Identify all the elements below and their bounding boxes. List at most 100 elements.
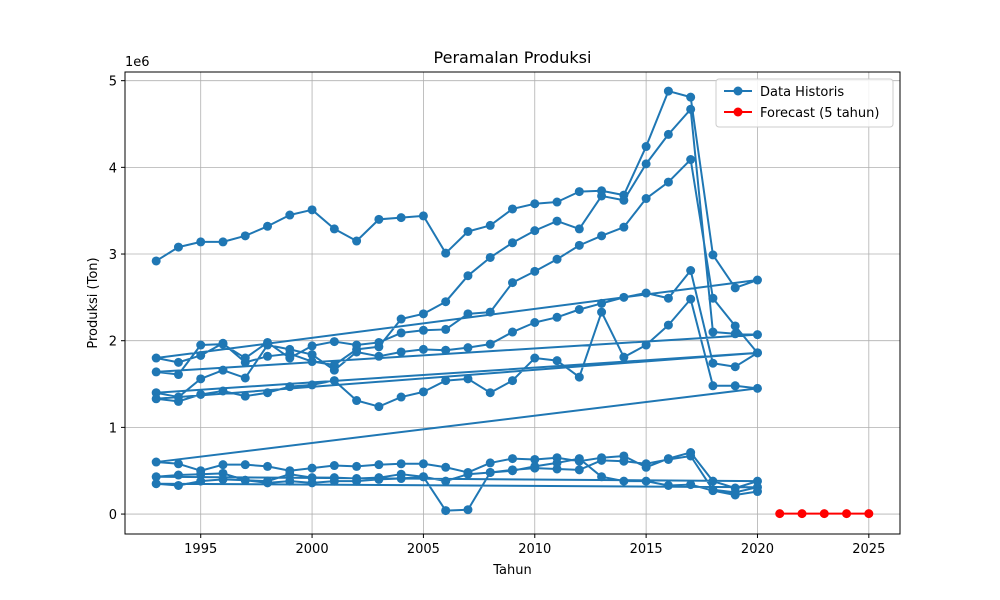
series-0-point — [597, 307, 607, 317]
axis-ticks: 1995 2000 2005 2010 2015 2020 2025 0 1 2 3 4 5 — [109, 75, 886, 557]
chart-title: Peramalan Produksi — [434, 48, 592, 67]
series-0-point — [418, 309, 428, 319]
series-0-point — [352, 396, 362, 406]
x-tick-label: 2005 — [407, 542, 440, 557]
series-0-point — [218, 460, 228, 470]
series-0-point — [441, 324, 451, 334]
series-0-point — [641, 288, 651, 298]
series-0-point — [352, 340, 362, 350]
series-0-point — [173, 459, 183, 469]
series-0-point — [597, 455, 607, 465]
series-0-point — [463, 469, 473, 479]
series-0-point — [396, 392, 406, 402]
series-0-point — [329, 224, 339, 234]
series-0-point — [218, 237, 228, 247]
series-0-point — [663, 293, 673, 303]
series-1-point — [819, 509, 829, 519]
series-0-point — [463, 309, 473, 319]
series-0-point — [530, 353, 540, 363]
series-0-point — [285, 344, 295, 354]
series-0-point — [752, 275, 762, 285]
series-0-point — [730, 490, 740, 500]
series-0-point — [552, 312, 562, 322]
series-0-point — [151, 479, 161, 489]
y-tick-label: 5 — [109, 75, 117, 90]
series-0-point — [574, 305, 584, 315]
series-0-point — [463, 271, 473, 281]
series-0-point — [196, 389, 206, 399]
series-0-point — [418, 459, 428, 469]
series-0-point — [396, 213, 406, 223]
series-0-point — [508, 278, 517, 288]
series-0-point — [752, 487, 762, 497]
series-0-point — [196, 350, 206, 360]
series-0-point — [218, 474, 228, 484]
legend-marker-historis — [733, 86, 743, 96]
series-0-point — [218, 339, 228, 349]
series-0-point — [530, 266, 540, 276]
series-0-point — [508, 376, 517, 386]
series-0-point — [485, 388, 495, 398]
series-0-point — [508, 466, 517, 476]
series-0-point — [441, 345, 451, 355]
series-0-point — [641, 194, 651, 204]
series-0-point — [708, 358, 718, 368]
series-0-point — [641, 476, 651, 486]
series-0-point — [752, 348, 762, 358]
series-0-point — [418, 325, 428, 335]
series-0-point — [263, 340, 273, 350]
series-0-point — [597, 191, 607, 201]
series-0-point — [396, 328, 406, 338]
y-scale-note: 1e6 — [125, 55, 150, 70]
series-0-point — [574, 240, 584, 250]
series-0-point — [441, 506, 451, 516]
series-0-point — [329, 461, 339, 471]
series-0-point — [151, 367, 161, 377]
x-tick-label: 2015 — [630, 542, 663, 557]
series-0-point — [708, 327, 718, 337]
series-0-point — [752, 383, 762, 393]
series-0-point — [352, 476, 362, 486]
series-0-point — [151, 394, 161, 404]
series-0-point — [463, 343, 473, 353]
series-0-point — [485, 339, 495, 349]
series-0-point — [641, 142, 651, 152]
series-0-point — [374, 474, 384, 484]
series-0-point — [619, 292, 629, 302]
legend-label-forecast: Forecast (5 tahun) — [760, 106, 879, 121]
y-tick-label: 0 — [109, 508, 117, 523]
series-0-point — [285, 469, 295, 479]
series-0-point — [686, 265, 696, 275]
series-0-point — [173, 242, 183, 252]
series-0-point — [641, 159, 651, 169]
series-0-point — [151, 353, 161, 363]
series-0-point — [441, 248, 451, 258]
series-0-point — [530, 226, 540, 236]
series-0-point — [708, 381, 718, 391]
series-0-point — [307, 463, 317, 473]
series-0-point — [352, 347, 362, 357]
series-1-point — [797, 509, 807, 519]
series-0-point — [574, 372, 584, 382]
x-tick-label: 2000 — [296, 542, 329, 557]
series-0-point — [173, 480, 183, 490]
series-0-point — [441, 476, 451, 486]
series-0-point — [574, 224, 584, 234]
series-0-point — [151, 457, 161, 467]
series-0-point — [619, 352, 629, 362]
series-0-point — [263, 221, 273, 231]
series-0-point — [463, 374, 473, 384]
series-0-point — [307, 478, 317, 488]
series-0-point — [552, 254, 562, 264]
series-0-point — [352, 461, 362, 471]
y-tick-label: 2 — [109, 335, 117, 350]
series-0-point — [574, 454, 584, 464]
legend-marker-forecast — [733, 107, 743, 117]
series-0-point — [151, 472, 161, 482]
series-0-point — [329, 365, 339, 375]
x-tick-label: 2020 — [741, 542, 774, 557]
series-0-point — [307, 357, 317, 367]
series-0-point — [686, 480, 696, 490]
series-0-point — [552, 458, 562, 468]
series-0-point — [396, 314, 406, 324]
